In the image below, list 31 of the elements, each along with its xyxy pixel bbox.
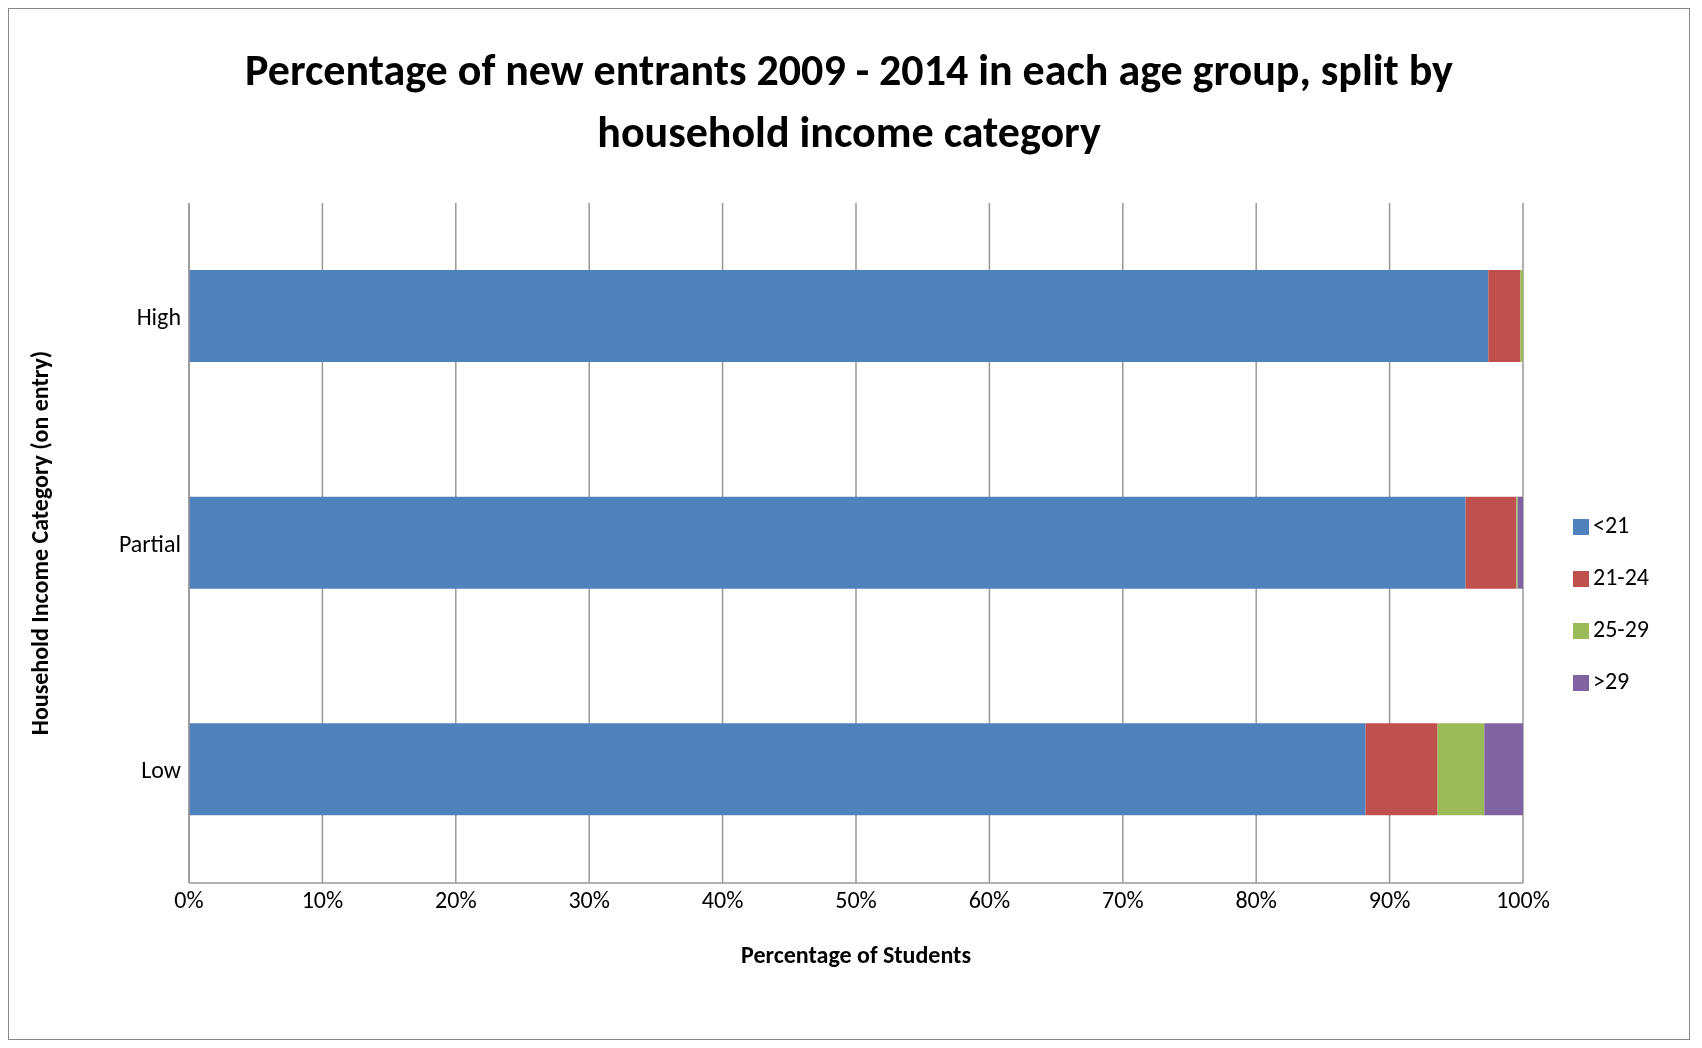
bar xyxy=(1465,496,1517,589)
legend-label: >29 xyxy=(1592,666,1630,695)
legend-label: <21 xyxy=(1592,510,1630,539)
bar xyxy=(1488,270,1521,362)
bar xyxy=(1517,496,1523,589)
y-tick-label: High xyxy=(136,301,181,331)
x-tick-label: 50% xyxy=(835,885,877,915)
bar xyxy=(189,723,1366,816)
legend-label: 21-24 xyxy=(1592,562,1649,591)
x-tick-label: 20% xyxy=(435,885,477,915)
y-tick-label: Partial xyxy=(118,528,181,558)
x-tick-label: 90% xyxy=(1368,885,1411,915)
bar xyxy=(1437,723,1485,816)
x-tick-label: 80% xyxy=(1235,885,1277,915)
x-tick-label: 0% xyxy=(174,885,204,915)
bar xyxy=(1484,723,1523,816)
x-tick-label: 40% xyxy=(701,885,744,915)
x-tick-label: 60% xyxy=(968,885,1011,915)
y-axis-title: Household Income Category (on entry) xyxy=(24,350,54,736)
legend-label: 25-29 xyxy=(1592,614,1649,643)
x-tick-label: 70% xyxy=(1102,885,1144,915)
bar xyxy=(189,496,1466,589)
bar xyxy=(1520,270,1523,362)
x-axis-title: Percentage of Students xyxy=(741,940,971,969)
y-tick-label: Low xyxy=(141,755,181,785)
chart-title: Percentage of new entrants 2009 - 2014 in each age group, split by household income category xyxy=(244,42,1454,161)
x-tick-label: 30% xyxy=(568,885,610,915)
bar xyxy=(1365,723,1438,816)
bar xyxy=(189,270,1489,362)
x-tick-label: 10% xyxy=(301,885,344,915)
x-tick-label: 100% xyxy=(1496,885,1550,915)
